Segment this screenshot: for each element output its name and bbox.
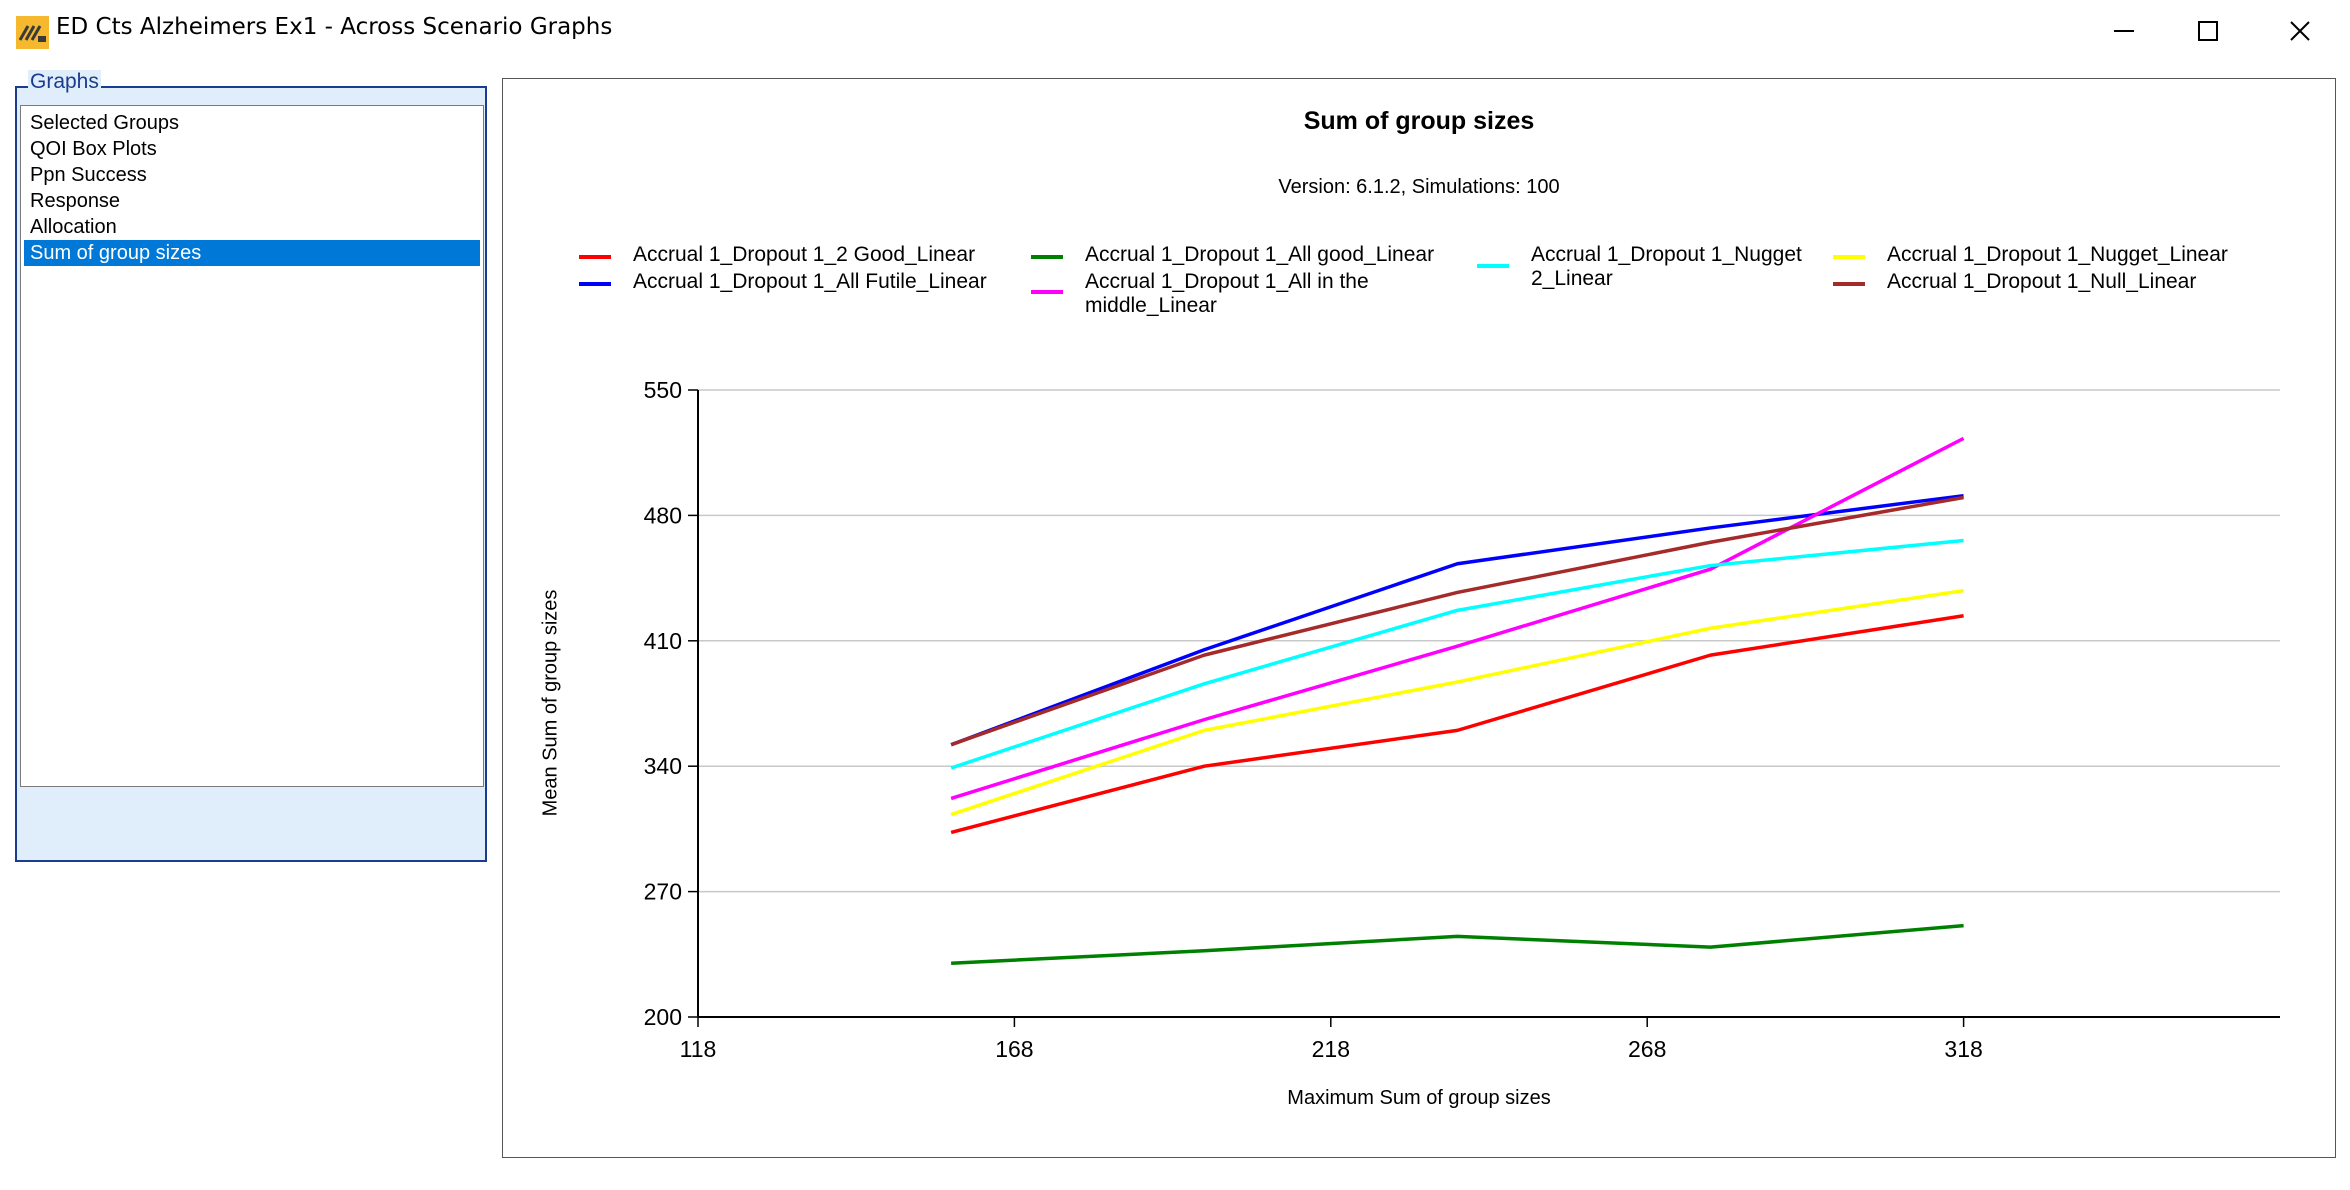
graph-list-item-allocation[interactable]: Allocation — [30, 216, 117, 238]
graph-list-item-sum-of-group-sizes[interactable]: Sum of group sizes — [24, 240, 480, 266]
legend-label-null: Accrual 1_Dropout 1_Null_Linear — [1887, 270, 2197, 293]
chart-title: Sum of group sizes — [1303, 107, 1535, 135]
graph-list-item-response[interactable]: Response — [30, 190, 121, 212]
series-line-5 — [950, 588, 1964, 817]
y-tick-label-270: 270 — [644, 879, 682, 905]
chart-plot-area: 200 270 340 410 480 550 118 168 218 268 318 — [644, 377, 2280, 1062]
x-axis-title: Maximum Sum of group sizes — [1287, 1087, 1551, 1109]
legend-swatch-2-good — [579, 255, 611, 259]
legend-label-nugget-2: Accrual 1_Dropout 1_Nugget 2_Linear — [1531, 243, 1802, 290]
window-titlebar: ED Cts Alzheimers Ex1 - Across Scenario … — [0, 0, 2350, 64]
legend-swatch-all-futile — [579, 282, 611, 286]
legend-swatch-null — [1833, 282, 1865, 286]
x-tick-label-118: 118 — [680, 1036, 717, 1062]
y-tick-label-480: 480 — [644, 502, 682, 528]
x-tick-label-168: 168 — [995, 1036, 1033, 1062]
series-line-0 — [950, 613, 1964, 835]
maximize-button[interactable] — [2162, 0, 2254, 62]
y-tick-label-200: 200 — [644, 1004, 682, 1030]
window-title: ED Cts Alzheimers Ex1 - Across Scenario … — [56, 14, 613, 40]
minimize-button[interactable] — [2078, 0, 2170, 62]
chart-gridlines — [698, 389, 2280, 893]
legend-swatch-nugget-2 — [1477, 264, 1509, 268]
x-tick-label-268: 268 — [1628, 1036, 1666, 1062]
legend-label-all-good: Accrual 1_Dropout 1_All good_Linear — [1085, 243, 1435, 266]
graphs-group-label: Graphs — [28, 70, 101, 94]
minimize-icon — [2114, 30, 2134, 32]
legend-label-all-futile: Accrual 1_Dropout 1_All Futile_Linear — [633, 270, 987, 293]
x-tick-label-318: 318 — [1944, 1036, 1982, 1062]
series-line-4 — [950, 538, 1964, 770]
series-line-6 — [950, 495, 1964, 747]
graph-list[interactable]: Selected Groups QOI Box Plots Ppn Succes… — [20, 105, 484, 787]
legend-label-all-in-the-middle: Accrual 1_Dropout 1_All in the middle_Li… — [1085, 270, 1369, 317]
chart-subtitle: Version: 6.1.2, Simulations: 100 — [1278, 176, 1560, 198]
graph-list-item-selected-groups[interactable]: Selected Groups — [30, 112, 179, 134]
y-tick-label-550: 550 — [644, 377, 682, 403]
series-line-1 — [950, 493, 1964, 747]
app-logo-icon — [16, 16, 49, 49]
maximize-icon — [2198, 21, 2218, 41]
close-icon — [2290, 21, 2310, 41]
graph-list-item-ppn-success[interactable]: Ppn Success — [30, 164, 147, 186]
y-tick-label-410: 410 — [644, 628, 682, 654]
close-button[interactable] — [2254, 0, 2346, 62]
series-line-2 — [951, 923, 1964, 966]
legend-swatch-nugget — [1833, 255, 1865, 259]
series-line-3 — [950, 436, 1965, 801]
x-tick-label-218: 218 — [1312, 1036, 1350, 1062]
y-tick-label-340: 340 — [644, 753, 682, 779]
legend-label-nugget: Accrual 1_Dropout 1_Nugget_Linear — [1887, 243, 2228, 266]
chart-axes — [688, 389, 2280, 1027]
y-axis-title: Mean Sum of group sizes — [539, 589, 562, 817]
chart-tick-labels: 200 270 340 410 480 550 118 168 218 268 318 — [644, 377, 1983, 1062]
chart-series-lines — [950, 436, 1965, 966]
legend-swatch-all-good — [1031, 255, 1063, 259]
legend-swatch-all-in-the-middle — [1031, 290, 1063, 294]
chart-panel: Sum of group sizes Version: 6.1.2, Simul… — [502, 78, 2336, 1158]
legend-label-2-good: Accrual 1_Dropout 1_2 Good_Linear — [633, 243, 976, 266]
graph-list-item-qoi-box-plots[interactable]: QOI Box Plots — [30, 138, 157, 160]
